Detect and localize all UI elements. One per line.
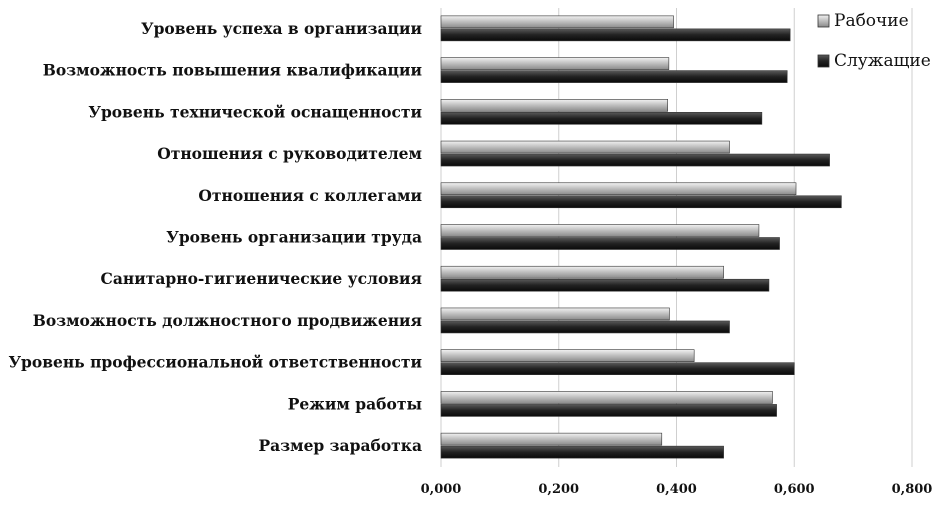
bar-employees-7	[440, 320, 730, 334]
category-labels: Уровень успеха в организации Возможность …	[8, 19, 422, 455]
x-tick-label-1: 0,200	[538, 482, 579, 497]
bar-employees-3	[440, 153, 830, 167]
bar-workers-3	[440, 140, 730, 154]
category-label-5: Уровень организации труда	[166, 228, 422, 247]
bar-employees-2	[440, 112, 763, 125]
bars	[440, 15, 842, 459]
category-label-0: Уровень успеха в организации	[141, 19, 422, 38]
bar-employees-6	[440, 278, 770, 292]
legend-swatch-0	[817, 14, 830, 28]
bar-workers-2	[440, 99, 668, 112]
legend-label-0: Рабочие	[834, 11, 909, 31]
bar-employees-10	[440, 445, 724, 459]
bar-employees-5	[440, 237, 780, 250]
bar-employees-4	[440, 195, 842, 209]
bar-workers-7	[440, 307, 670, 321]
bar-employees-9	[440, 404, 777, 417]
category-label-8: Уровень профессиональной ответственности	[8, 353, 422, 372]
bar-workers-6	[440, 265, 724, 279]
bar-workers-8	[440, 349, 695, 362]
legend-swatch-1	[817, 54, 830, 68]
category-label-2: Уровень технической оснащенности	[88, 102, 422, 121]
bar-workers-0	[440, 15, 674, 29]
category-label-10: Размер заработка	[259, 436, 422, 455]
bar-workers-1	[440, 57, 670, 70]
x-tick-label-3: 0,600	[774, 482, 815, 497]
bar-workers-9	[440, 391, 773, 404]
x-tick-label-4: 0,800	[892, 482, 933, 497]
bar-workers-5	[440, 224, 760, 237]
legend-label-1: Служащие	[834, 51, 931, 71]
category-label-9: Режим работы	[288, 394, 422, 413]
bar-employees-0	[440, 28, 791, 42]
bar-workers-10	[440, 432, 663, 446]
category-label-1: Возможность повышения квалификации	[43, 61, 422, 80]
category-label-7: Возможность должностного продвижения	[33, 311, 422, 330]
x-tick-labels: 0,000 0,200 0,400 0,600 0,800	[421, 482, 933, 497]
x-tick-label-0: 0,000	[421, 482, 462, 497]
bar-employees-1	[440, 70, 788, 83]
category-label-6: Санитарно-гигиенические условия	[101, 269, 422, 288]
bar-workers-4	[440, 182, 797, 196]
x-tick-label-2: 0,400	[656, 482, 697, 497]
category-label-4: Отношения с коллегами	[198, 186, 422, 205]
bar-employees-8	[440, 362, 795, 375]
category-label-3: Отношения с руководителем	[157, 144, 422, 163]
legend: Рабочие Служащие	[817, 11, 931, 71]
